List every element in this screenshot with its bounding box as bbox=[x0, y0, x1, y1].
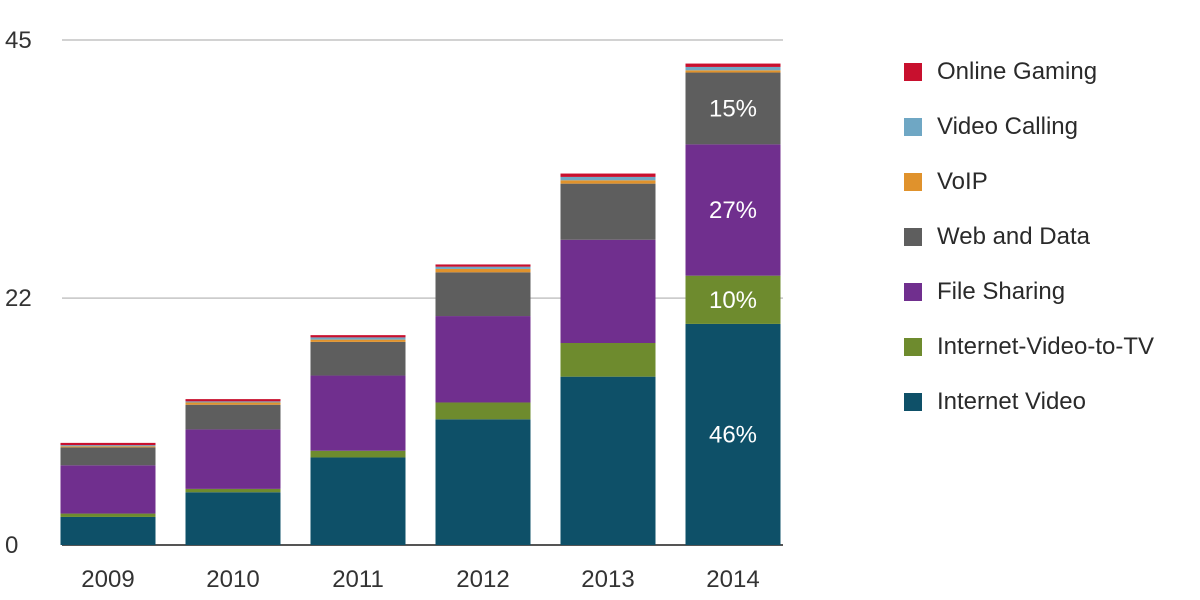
legend-item: Web and Data bbox=[904, 222, 1154, 277]
bar-segment-voip bbox=[435, 268, 531, 273]
y-tick-label: 45 bbox=[5, 27, 32, 54]
legend-swatch bbox=[904, 63, 922, 81]
bar-segment-file-sharing bbox=[560, 239, 656, 343]
y-tick-label: 22 bbox=[5, 285, 32, 312]
legend-item: Internet-Video-to-TV bbox=[904, 332, 1154, 387]
bar-segment-file-sharing bbox=[685, 144, 781, 276]
bar-segment-internet-video-to-tv bbox=[685, 275, 781, 324]
legend-label: File Sharing bbox=[937, 278, 1066, 305]
legend-label: Internet Video bbox=[937, 388, 1087, 415]
bar-segment-online-gaming bbox=[435, 264, 531, 267]
bar-segment-internet-video-to-tv bbox=[310, 450, 406, 458]
gridlines bbox=[62, 39, 783, 546]
x-axis-tick-labels: 2009 2010 2011 2012 2013 2014 bbox=[81, 566, 759, 593]
legend-label: Online Gaming bbox=[937, 58, 1098, 85]
bar-segment-internet-video bbox=[310, 457, 406, 545]
bar-segment-voip bbox=[310, 339, 406, 342]
legend: Online Gaming Video Calling VoIP Web and Da… bbox=[904, 57, 1154, 442]
legend-item: VoIP bbox=[904, 167, 1154, 222]
data-label: 46% bbox=[709, 421, 757, 448]
bar-segment-web-and-data bbox=[435, 272, 531, 317]
bar-segment-file-sharing bbox=[60, 465, 156, 514]
bar-segment-web-and-data bbox=[60, 447, 156, 466]
data-label: 27% bbox=[709, 197, 757, 224]
bar-segment-labels: 46% 10% 27% 15% bbox=[709, 95, 757, 448]
data-label: 10% bbox=[709, 287, 757, 314]
bar-segment-video-calling bbox=[185, 401, 281, 403]
legend-label: Internet-Video-to-TV bbox=[937, 333, 1154, 360]
legend-item: Video Calling bbox=[904, 112, 1154, 167]
legend-item: File Sharing bbox=[904, 277, 1154, 332]
bar-segment-voip bbox=[60, 446, 156, 448]
bar-segment-online-gaming bbox=[685, 63, 781, 67]
legend-swatch bbox=[904, 118, 922, 136]
x-tick-label: 2012 bbox=[456, 566, 509, 593]
legend-swatch bbox=[904, 173, 922, 191]
bar-segment-voip bbox=[560, 180, 656, 184]
legend-label: Web and Data bbox=[937, 223, 1090, 250]
bar-segment-internet-video-to-tv bbox=[560, 343, 656, 377]
data-label: 15% bbox=[709, 95, 757, 122]
bar-segment-video-calling bbox=[560, 176, 656, 181]
legend-item: Online Gaming bbox=[904, 57, 1154, 112]
bar-segment-voip bbox=[685, 70, 781, 73]
bar-segment-internet-video bbox=[185, 492, 281, 545]
x-tick-label: 2010 bbox=[206, 566, 259, 593]
legend-item: Internet Video bbox=[904, 387, 1154, 442]
bar-stacks bbox=[60, 63, 781, 545]
bar-segment-online-gaming bbox=[560, 173, 656, 177]
bar-segment-file-sharing bbox=[310, 375, 406, 451]
bar-segment-online-gaming bbox=[185, 399, 281, 402]
bar-segment-file-sharing bbox=[185, 429, 281, 489]
bar-segment-internet-video bbox=[435, 419, 531, 545]
bar-segment-web-and-data bbox=[310, 341, 406, 376]
legend-label: VoIP bbox=[937, 168, 988, 195]
bar-segment-internet-video-to-tv bbox=[185, 488, 281, 493]
x-tick-label: 2009 bbox=[81, 566, 134, 593]
bar-segment-web-and-data bbox=[185, 404, 281, 430]
bar-segment-online-gaming bbox=[310, 335, 406, 338]
y-axis-tick-labels: 0 22 45 bbox=[5, 27, 32, 559]
bar-segment-video-calling bbox=[60, 445, 156, 447]
x-tick-label: 2013 bbox=[581, 566, 634, 593]
bar-segment-web-and-data bbox=[560, 183, 656, 240]
bar-segment-video-calling bbox=[310, 337, 406, 340]
bar-segment-internet-video bbox=[60, 516, 156, 545]
y-tick-label: 0 bbox=[5, 532, 18, 559]
legend-swatch bbox=[904, 393, 922, 411]
bar-segment-video-calling bbox=[435, 266, 531, 269]
bar-segment-video-calling bbox=[685, 66, 781, 71]
legend-swatch bbox=[904, 283, 922, 301]
bar-segment-internet-video-to-tv bbox=[435, 402, 531, 420]
bar-segment-internet-video bbox=[560, 376, 656, 545]
x-tick-label: 2014 bbox=[706, 566, 759, 593]
legend-swatch bbox=[904, 228, 922, 246]
bar-segment-file-sharing bbox=[435, 316, 531, 403]
bar-segment-internet-video-to-tv bbox=[60, 513, 156, 517]
bar-segment-online-gaming bbox=[60, 442, 156, 446]
legend-label: Video Calling bbox=[937, 113, 1078, 140]
x-tick-label: 2011 bbox=[332, 566, 384, 593]
bar-segment-internet-video bbox=[685, 323, 781, 545]
bar-segment-voip bbox=[185, 402, 281, 405]
bar-segment-web-and-data bbox=[685, 72, 781, 145]
legend-swatch bbox=[904, 338, 922, 356]
